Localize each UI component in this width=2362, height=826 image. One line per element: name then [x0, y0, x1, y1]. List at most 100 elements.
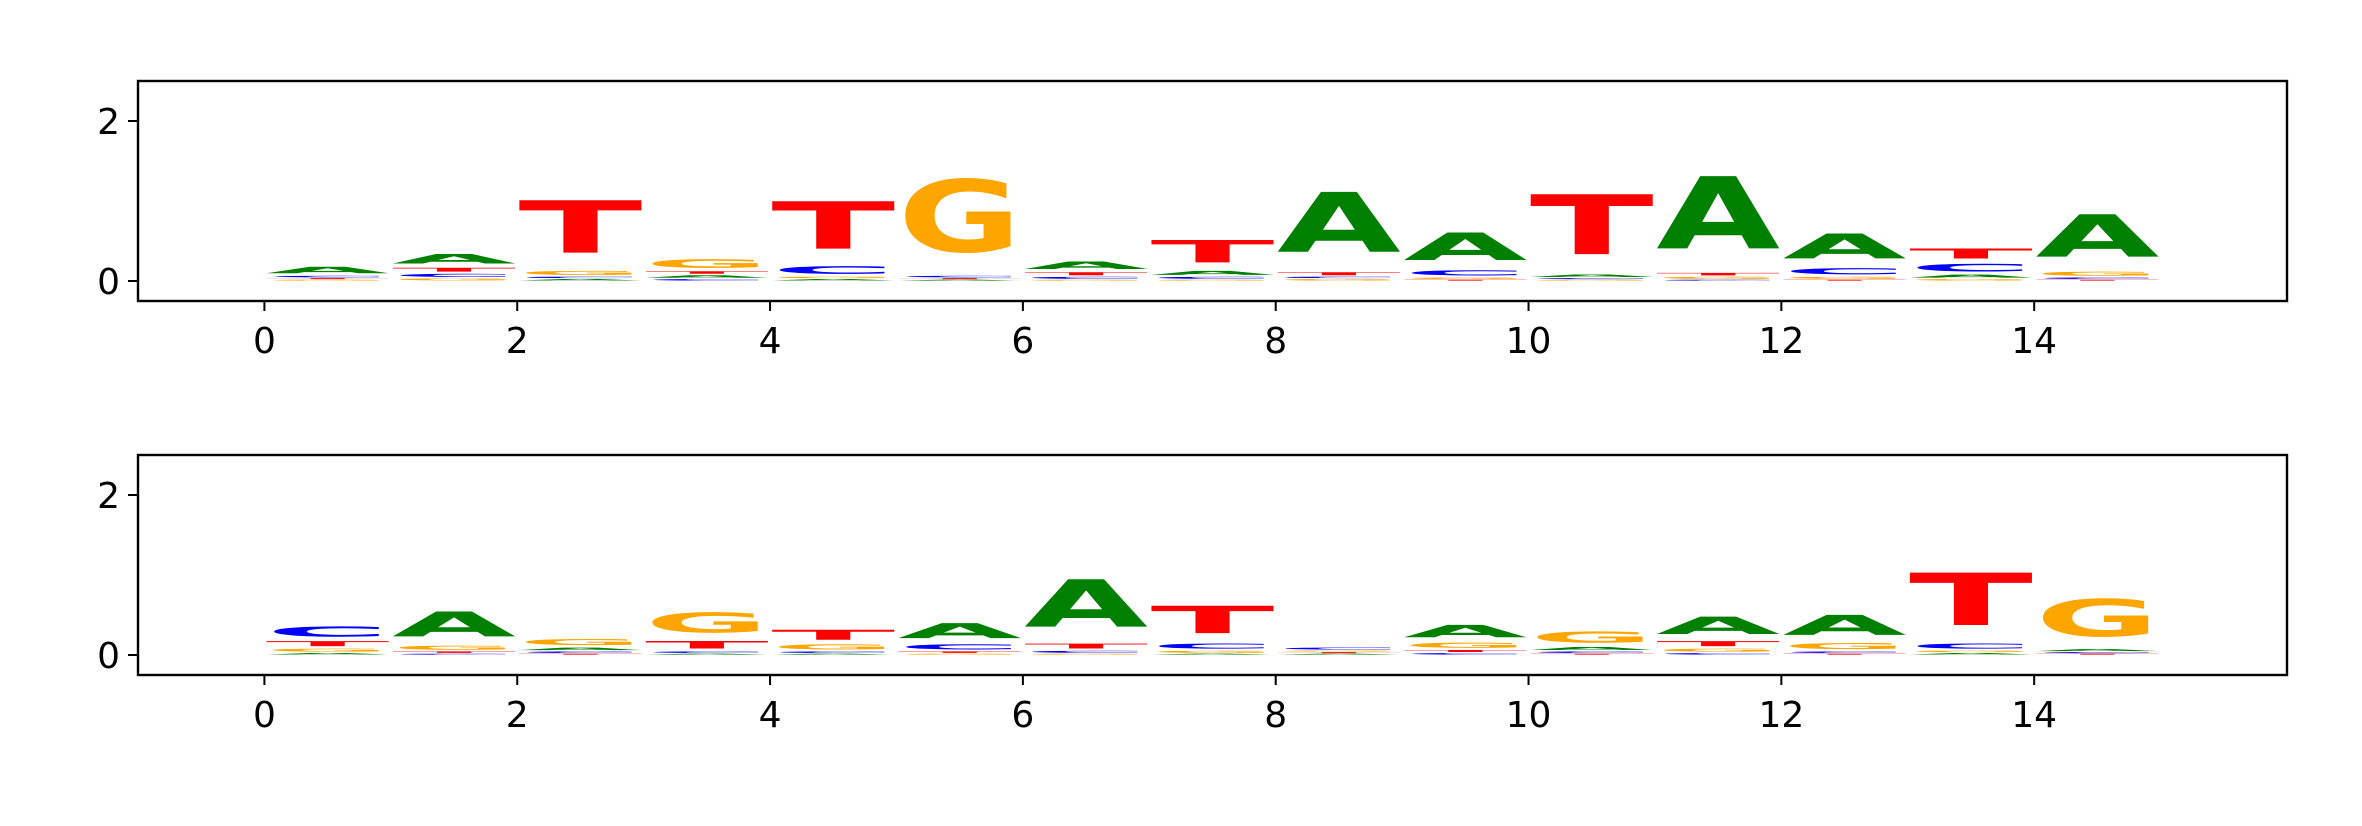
logo-letter-a: A: [392, 605, 516, 645]
logo-letter-g: G: [1783, 276, 1907, 279]
x-tick-label: 4: [759, 321, 782, 362]
logo-letter-t: T: [266, 640, 390, 648]
logo-letter-g: G: [2035, 589, 2159, 649]
y-tick-label: 2: [97, 476, 120, 517]
logo-letter-a: A: [1151, 653, 1275, 655]
logo-letter-c: C: [1530, 651, 1654, 653]
logo-letter-c: C: [1656, 279, 1780, 281]
logo-letter-t: T: [898, 278, 1022, 280]
x-tick-label: 0: [253, 321, 276, 362]
x-tick-label: 2: [506, 321, 529, 362]
logo-letter-c: C: [518, 276, 642, 278]
logo-letter-c: C: [1024, 276, 1148, 279]
logo-letter-g: G: [519, 638, 643, 648]
logo-letter-a: A: [1909, 653, 2033, 655]
logo-letter-c: C: [2035, 652, 2159, 654]
logo-letter-c: C: [1909, 642, 2033, 650]
axes-frame: [136, 79, 2289, 303]
x-tick-label: 6: [1011, 321, 1034, 362]
logo-letter-g: G: [2035, 271, 2159, 277]
logo-letter-c: C: [518, 651, 642, 653]
logo-letter-c: C: [1151, 642, 1275, 650]
logo-letter-g: G: [519, 270, 643, 276]
x-tick-label: 10: [1506, 321, 1552, 362]
logo-letter-c: C: [266, 275, 390, 277]
logo-letter-c: C: [1530, 278, 1654, 280]
logo-letter-t: T: [645, 271, 769, 275]
logo-letter-t: T: [2035, 653, 2159, 655]
logo-letter-g: G: [1909, 650, 2033, 652]
logo-letter-t: T: [1024, 642, 1148, 650]
logo-letter-g: G: [392, 645, 516, 651]
logo-letter-c: C: [1277, 647, 1401, 650]
logo-letter-a: A: [771, 653, 895, 655]
logo-letter-g: G: [1024, 653, 1148, 655]
logo-letter-a: A: [1277, 176, 1401, 271]
logo-letter-g: G: [1151, 650, 1275, 653]
logo-letter-t: T: [1909, 246, 2033, 262]
x-tick-label: 4: [759, 695, 782, 736]
logo-letter-g: G: [645, 257, 769, 270]
logo-letter-c: C: [1024, 650, 1148, 653]
logo-letter-a: A: [1783, 610, 1907, 642]
logo-letter-c: C: [1277, 276, 1401, 278]
axes-frame: [136, 453, 2289, 677]
logo-letter-g: G: [392, 278, 516, 281]
logo-letter-g: G: [1909, 279, 2033, 281]
x-tick-label: 0: [253, 695, 276, 736]
logo-letter-a: A: [519, 647, 643, 651]
logo-letter-t: T: [1783, 653, 1907, 655]
logo-letter-t: T: [771, 189, 895, 265]
logo-letter-a: A: [1277, 653, 1401, 655]
logo-letter-c: C: [771, 264, 895, 276]
logo-letter-g: G: [266, 279, 390, 281]
logo-letter-g: G: [1151, 279, 1275, 281]
x-tick-label: 8: [1264, 695, 1287, 736]
x-tick-label: 12: [1758, 695, 1804, 736]
x-tick-label: 10: [1506, 695, 1552, 736]
logo-letter-t: T: [898, 651, 1022, 653]
logo-panel-bottom: AGTCCTGATCAGACTGACGTGTCAGCTAAGCTATGCCTGA…: [97, 453, 2289, 736]
logo-letters: GTCAGCTAACGTCATGAGCTATCGGCTAGCATGCTATGCA…: [266, 157, 2160, 281]
logo-letter-g: G: [1783, 642, 1907, 652]
logo-letter-a: A: [898, 279, 1022, 281]
logo-letter-t: T: [1277, 652, 1401, 654]
logo-letter-g: G: [771, 276, 895, 278]
y-tick-label: 0: [97, 262, 120, 303]
logo-letter-t: T: [1530, 178, 1654, 273]
logo-letter-t: T: [1151, 598, 1275, 642]
logo-letter-a: A: [1530, 274, 1654, 278]
logo-letter-g: G: [1656, 648, 1780, 653]
logo-letter-g: G: [1024, 279, 1148, 281]
logo-letter-c: C: [645, 651, 769, 653]
logo-letter-t: T: [519, 653, 643, 655]
logo-letter-a: A: [2035, 649, 2159, 652]
logo-letter-g: G: [645, 607, 769, 639]
logo-letter-a: A: [266, 265, 390, 275]
logo-letter-g: G: [898, 160, 1022, 276]
logo-letter-c: C: [1403, 653, 1527, 655]
logo-letter-c: C: [1783, 651, 1907, 653]
logo-letter-g: G: [1530, 629, 1654, 647]
logo-letter-c: C: [898, 643, 1022, 651]
y-tick-label: 0: [97, 636, 120, 677]
logo-letter-a: A: [645, 653, 769, 655]
logo-letter-a: A: [1783, 227, 1907, 267]
logo-letter-c: C: [1403, 269, 1527, 277]
logo-letter-g: G: [1403, 277, 1527, 279]
logo-letter-a: A: [1403, 621, 1527, 641]
logo-letter-g: G: [1530, 279, 1654, 281]
logo-letter-c: C: [266, 624, 390, 640]
x-tick-label: 12: [1758, 321, 1804, 362]
x-tick-label: 14: [2011, 695, 2057, 736]
logo-letter-a: A: [1909, 274, 2033, 279]
logo-letter-a: A: [1403, 225, 1527, 269]
logo-letter-g: G: [266, 648, 390, 653]
logo-letter-t: T: [1151, 234, 1275, 270]
logo-letter-t: T: [1656, 640, 1780, 648]
logo-letter-t: T: [1024, 271, 1148, 276]
logo-letter-g: G: [1403, 641, 1527, 649]
logo-letter-t: T: [266, 278, 390, 280]
logo-letter-g: G: [1277, 279, 1401, 281]
